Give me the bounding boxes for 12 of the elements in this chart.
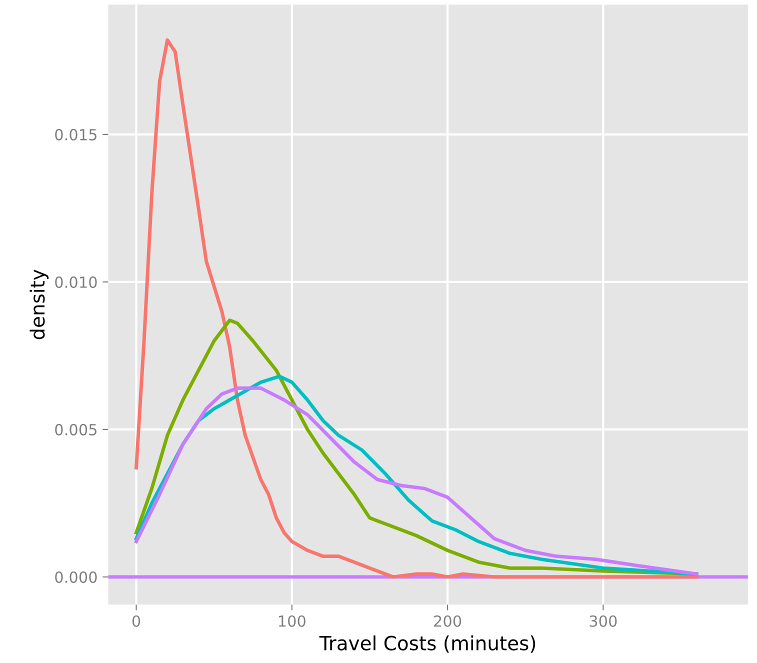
y-axis-title: density: [30, 270, 49, 340]
line-series: [134, 318, 698, 576]
y-tick-label: 0.015: [55, 128, 96, 140]
y-tick-label: 0.000: [55, 571, 97, 583]
y-tick-label: 0.005: [55, 424, 96, 436]
x-tick-label: 300: [590, 615, 617, 627]
x-tick-label: 0: [132, 615, 140, 627]
y-tick-label: 0.010: [55, 276, 97, 288]
x-axis-title: Travel Costs (minutes): [319, 635, 536, 653]
x-tick-label: 200: [434, 615, 462, 627]
x-tick-label: 100: [279, 615, 306, 627]
line-series: [134, 38, 698, 579]
